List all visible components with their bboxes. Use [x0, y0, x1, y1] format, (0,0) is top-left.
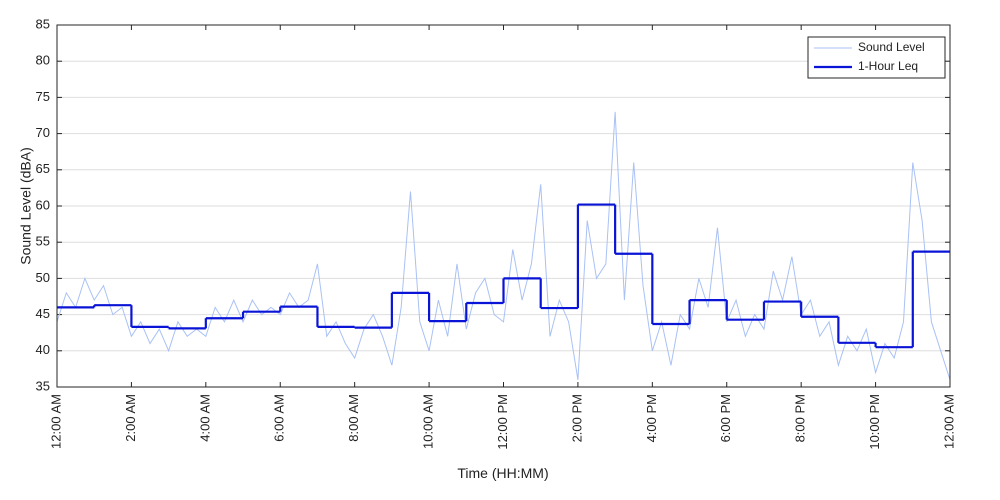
- x-tick-label: 12:00 AM: [48, 394, 63, 449]
- x-tick-label: 10:00 PM: [867, 394, 882, 450]
- x-tick-label: 12:00 AM: [941, 394, 956, 449]
- y-tick-label: 50: [36, 270, 50, 285]
- x-tick-label: 6:00 PM: [718, 394, 733, 442]
- y-tick-label: 80: [36, 53, 50, 68]
- x-tick-label: 8:00 PM: [793, 394, 808, 442]
- y-tick-label: 55: [36, 234, 50, 249]
- legend-box: [807, 36, 946, 79]
- y-tick-label: 65: [36, 161, 50, 176]
- x-axis-label: Time (HH:MM): [457, 465, 548, 481]
- y-tick-label: 85: [36, 16, 50, 31]
- x-tick-label: 2:00 PM: [569, 394, 584, 442]
- x-tick-label: 8:00 AM: [346, 394, 361, 442]
- y-tick-label: 75: [36, 89, 50, 104]
- y-tick-label: 35: [36, 378, 50, 393]
- x-tick-label: 2:00 AM: [123, 394, 138, 442]
- y-tick-label: 70: [36, 125, 50, 140]
- y-axis-label: Sound Level (dBA): [18, 147, 34, 265]
- y-tick-label: 45: [36, 306, 50, 321]
- x-tick-label: 4:00 PM: [644, 394, 659, 442]
- legend-label: 1-Hour Leq: [858, 59, 918, 73]
- sound-level-line: [56, 111, 951, 380]
- legend-label: Sound Level: [858, 40, 925, 54]
- plot-frame: [56, 24, 951, 388]
- x-tick-label: 4:00 AM: [197, 394, 212, 442]
- x-tick-label: 10:00 AM: [421, 394, 436, 449]
- x-tick-label: 6:00 AM: [272, 394, 287, 442]
- y-tick-label: 40: [36, 342, 50, 357]
- x-tick-label: 12:00 PM: [495, 394, 510, 450]
- y-tick-label: 60: [36, 197, 50, 212]
